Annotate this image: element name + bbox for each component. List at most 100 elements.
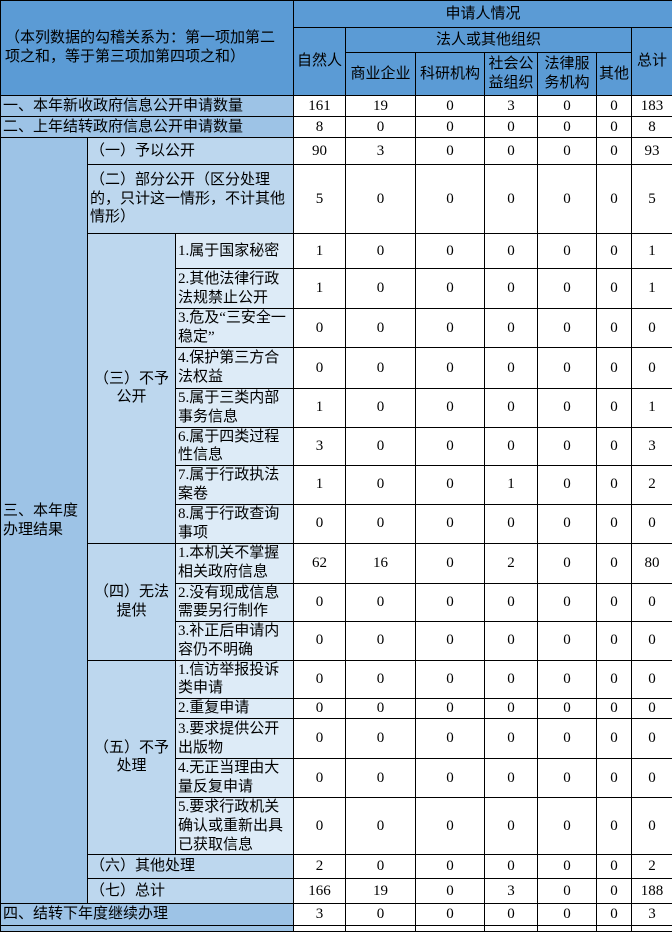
value-cell: 0 — [632, 622, 672, 661]
value-cell: 90 — [294, 138, 346, 165]
value-cell: 0 — [632, 699, 672, 719]
table-header: （本列数据的勾稽关系为：第一项加第二项之和，等于第三项加第四项之和） 申请人情况… — [1, 1, 672, 96]
row-label: 1.信访举报投诉类申请 — [176, 660, 294, 699]
row-label: 2.没有现成信息需要另行制作 — [176, 583, 294, 622]
value-cell: 0 — [485, 904, 538, 926]
value-cell: 0 — [538, 583, 597, 622]
value-cell: 0 — [632, 348, 672, 389]
value-cell: 3 — [294, 904, 346, 926]
value-cell: 0 — [597, 138, 632, 165]
row-label: （二）部分公开（区分处理的，只计这一情形，不计其他情形） — [88, 165, 294, 234]
value-cell: 0 — [632, 583, 672, 622]
value-cell: 1 — [632, 389, 672, 428]
value-cell: 0 — [485, 798, 538, 855]
value-cell: 0 — [294, 583, 346, 622]
row-label: 5.要求行政机关确认或重新出具已获取信息 — [176, 798, 294, 855]
value-cell: 0 — [346, 389, 416, 428]
value-cell: 0 — [597, 699, 632, 719]
row-label: （四）无法提供 — [88, 543, 176, 660]
value-cell: 0 — [346, 165, 416, 234]
value-cell: 0 — [485, 427, 538, 466]
value-cell: 1 — [294, 269, 346, 309]
value-cell: 0 — [416, 904, 485, 926]
value-cell: 0 — [538, 427, 597, 466]
value-cell: 0 — [294, 759, 346, 798]
value-cell: 3 — [632, 427, 672, 466]
value-cell: 0 — [597, 117, 632, 138]
value-cell: 0 — [538, 389, 597, 428]
value-cell: 0 — [597, 719, 632, 759]
value-cell: 0 — [538, 309, 597, 348]
value-cell: 0 — [346, 269, 416, 309]
value-cell: 0 — [597, 96, 632, 117]
value-cell: 0 — [294, 504, 346, 543]
value-cell — [632, 926, 672, 932]
value-cell: 0 — [346, 719, 416, 759]
value-cell: 0 — [485, 660, 538, 699]
value-cell: 0 — [294, 719, 346, 759]
value-cell: 0 — [597, 855, 632, 879]
value-cell: 0 — [632, 798, 672, 855]
value-cell: 0 — [597, 622, 632, 661]
row-label: 二、上年结转政府信息公开申请数量 — [1, 117, 294, 138]
value-cell: 0 — [346, 117, 416, 138]
row-label: 4.保护第三方合法权益 — [176, 348, 294, 389]
header-total: 总计 — [632, 28, 672, 96]
row-label: （一）予以公开 — [88, 138, 294, 165]
value-cell: 0 — [597, 234, 632, 269]
value-cell — [485, 926, 538, 932]
value-cell: 2 — [294, 855, 346, 879]
row-label: 三、本年度办理结果 — [1, 138, 88, 904]
value-cell: 0 — [416, 427, 485, 466]
row-label: 1.属于国家秘密 — [176, 234, 294, 269]
row-label: （三）不予公开 — [88, 234, 176, 544]
value-cell: 0 — [597, 309, 632, 348]
row-label: 3.危及“三安全一稳定” — [176, 309, 294, 348]
header-applicant-status: 申请人情况 — [294, 1, 672, 28]
row-label — [1, 926, 294, 932]
value-cell: 0 — [597, 543, 632, 583]
value-cell: 0 — [416, 269, 485, 309]
value-cell: 0 — [538, 504, 597, 543]
row-label: （七）总计 — [88, 879, 294, 904]
header-col-research: 科研机构 — [416, 53, 485, 96]
value-cell: 3 — [632, 904, 672, 926]
value-cell: 0 — [346, 427, 416, 466]
value-cell: 0 — [485, 348, 538, 389]
header-col-commercial: 商业企业 — [346, 53, 416, 96]
value-cell: 0 — [597, 269, 632, 309]
value-cell: 62 — [294, 543, 346, 583]
value-cell: 0 — [485, 269, 538, 309]
value-cell: 0 — [538, 759, 597, 798]
value-cell: 0 — [597, 389, 632, 428]
value-cell: 183 — [632, 96, 672, 117]
row-label: 2.其他法律行政法规禁止公开 — [176, 269, 294, 309]
value-cell: 0 — [416, 165, 485, 234]
value-cell: 0 — [416, 699, 485, 719]
row-label: 8.属于行政查询事项 — [176, 504, 294, 543]
row-label: 四、结转下年度继续办理 — [1, 904, 294, 926]
value-cell: 0 — [485, 309, 538, 348]
value-cell: 0 — [538, 466, 597, 505]
table-row — [1, 926, 672, 932]
header-col-legal-service: 法律服务机构 — [538, 53, 597, 96]
value-cell: 0 — [416, 660, 485, 699]
value-cell: 0 — [485, 622, 538, 661]
row-label: 1.本机关不掌握相关政府信息 — [176, 543, 294, 583]
value-cell: 0 — [416, 309, 485, 348]
value-cell — [346, 926, 416, 932]
value-cell: 0 — [416, 583, 485, 622]
value-cell: 0 — [346, 622, 416, 661]
value-cell: 0 — [294, 309, 346, 348]
value-cell: 0 — [538, 660, 597, 699]
value-cell: 1 — [632, 234, 672, 269]
row-label: （五）不予处理 — [88, 660, 176, 855]
value-cell: 0 — [346, 309, 416, 348]
value-cell: 0 — [294, 622, 346, 661]
row-label: 3.要求提供公开出版物 — [176, 719, 294, 759]
